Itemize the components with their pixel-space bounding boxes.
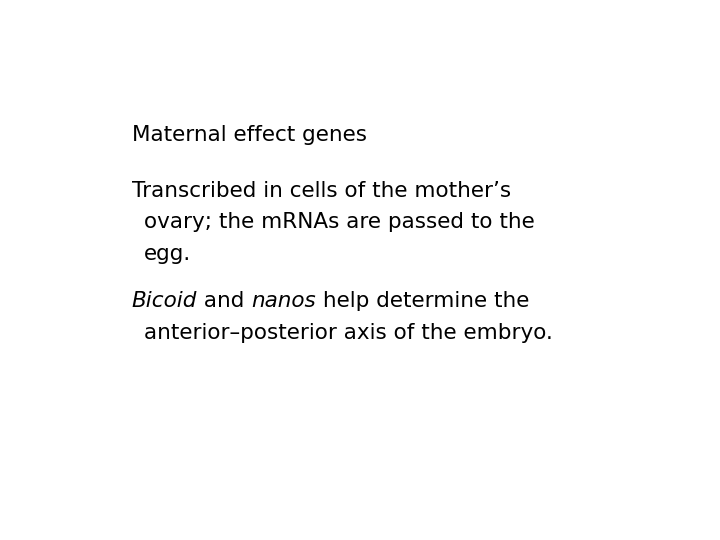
Text: nanos: nanos xyxy=(251,292,316,312)
Text: 19.4 How Does Gene Expression Determine Pattern Formation?: 19.4 How Does Gene Expression Determine … xyxy=(7,15,516,30)
Text: Bicoid: Bicoid xyxy=(132,292,197,312)
Text: help determine the: help determine the xyxy=(316,292,530,312)
Text: Transcribed in cells of the mother’s: Transcribed in cells of the mother’s xyxy=(132,181,511,201)
Text: and: and xyxy=(197,292,251,312)
Text: Maternal effect genes: Maternal effect genes xyxy=(132,125,367,145)
Text: egg.: egg. xyxy=(144,244,192,264)
Text: ovary; the mRNAs are passed to the: ovary; the mRNAs are passed to the xyxy=(144,212,535,232)
Text: anterior–posterior axis of the embryo.: anterior–posterior axis of the embryo. xyxy=(144,322,553,342)
